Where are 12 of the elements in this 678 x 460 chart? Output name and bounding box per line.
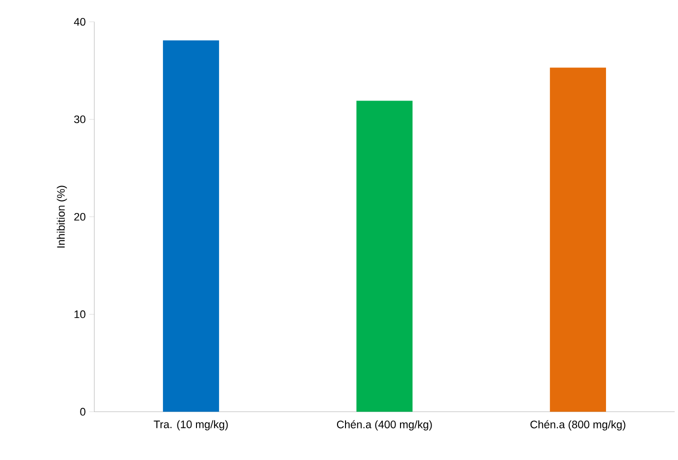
bar	[162, 40, 220, 412]
x-tick-label: Tra. (10 mg/kg)	[154, 420, 228, 430]
y-axis-title: Inhibition (%)	[56, 186, 67, 248]
y-tick-label: 30	[74, 115, 86, 123]
x-tick-label: Chén.a (800 mg/kg)	[530, 420, 626, 430]
bar	[356, 100, 413, 412]
x-tick-label: Chén.a (400 mg/kg)	[336, 420, 432, 430]
y-tick-label: 10	[74, 310, 86, 318]
y-tick-label: 20	[74, 212, 86, 220]
y-tick-label: 0	[80, 408, 86, 416]
bar	[550, 67, 606, 412]
y-tick-label: 40	[74, 18, 86, 26]
